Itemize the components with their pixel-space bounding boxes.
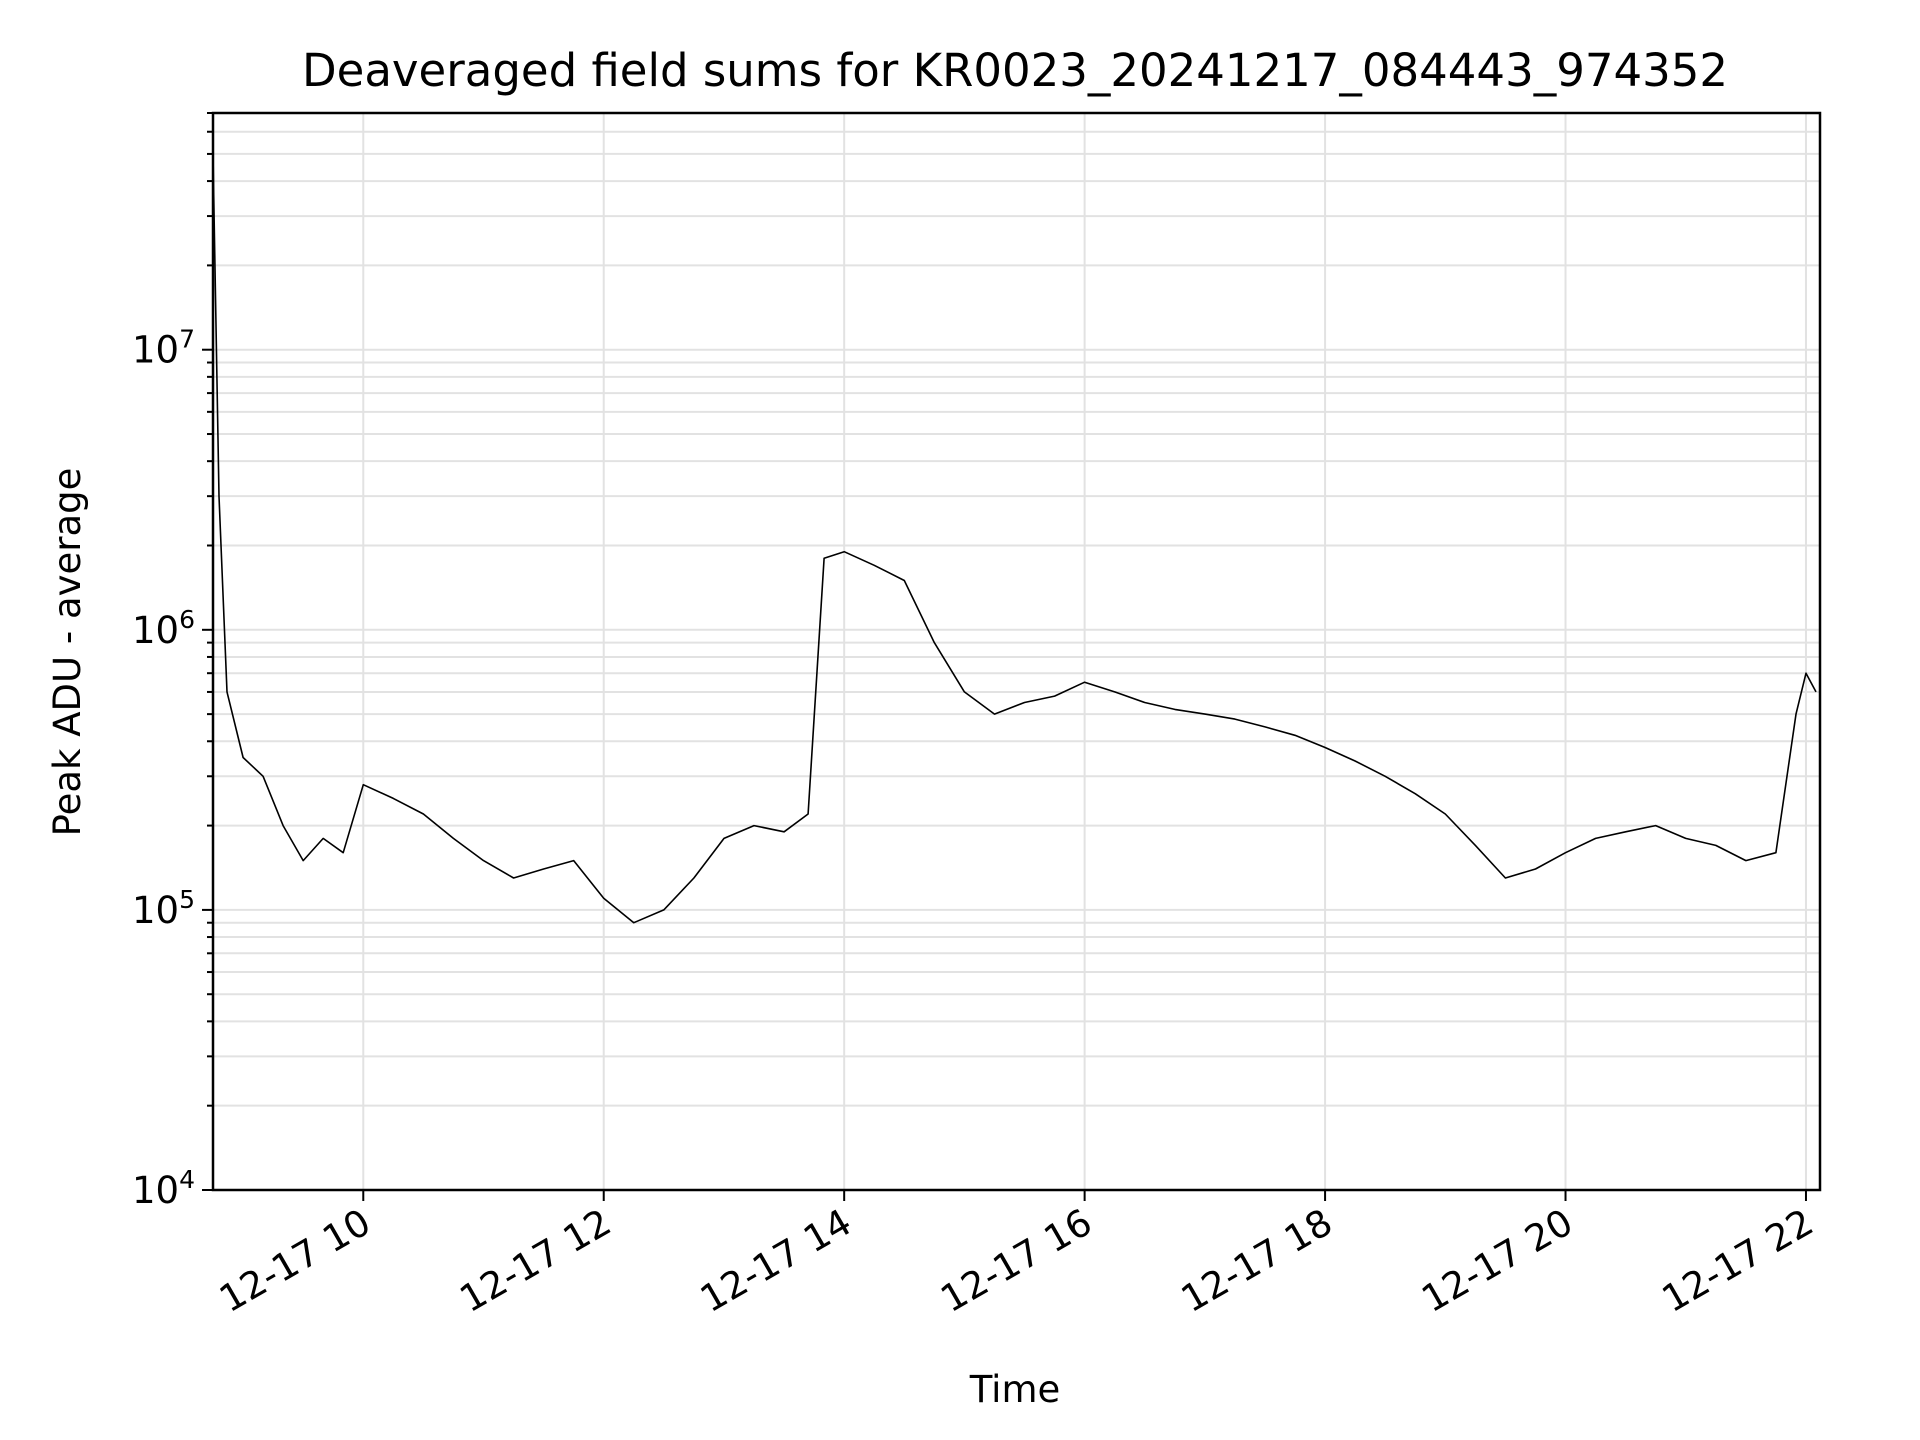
series-layer bbox=[212, 153, 1817, 924]
x-tick-label: 12-17 18 bbox=[1174, 1201, 1340, 1321]
x-ticks-layer: 12-17 10 12-17 12 12-17 14 12-17 16 12-17 18… bbox=[212, 1190, 1820, 1321]
grid-layer bbox=[213, 112, 1820, 1191]
y-ticks-layer: 104 105 106 107 bbox=[132, 112, 213, 1212]
x-axis-label: Time bbox=[969, 1368, 1061, 1411]
x-tick-label: 12-17 16 bbox=[934, 1201, 1100, 1321]
series-line bbox=[212, 153, 1817, 924]
x-tick-label: 12-17 12 bbox=[453, 1201, 619, 1321]
plot-area bbox=[213, 113, 1820, 1190]
y-axis-label: Peak ADU - average bbox=[46, 468, 89, 837]
x-tick-label: 12-17 20 bbox=[1414, 1201, 1580, 1321]
chart-title: Deaveraged field sums for KR0023_2024121… bbox=[302, 44, 1728, 97]
x-tick-label: 12-17 14 bbox=[693, 1201, 859, 1321]
x-tick-label: 12-17 10 bbox=[212, 1201, 378, 1321]
x-tick-label: 12-17 22 bbox=[1655, 1201, 1821, 1321]
y-tick-label: 104 bbox=[132, 1165, 195, 1212]
y-tick-label: 106 bbox=[132, 605, 195, 652]
plot-frame bbox=[211, 111, 1822, 1192]
y-tick-label: 107 bbox=[132, 325, 195, 372]
y-tick-label: 105 bbox=[132, 885, 195, 932]
